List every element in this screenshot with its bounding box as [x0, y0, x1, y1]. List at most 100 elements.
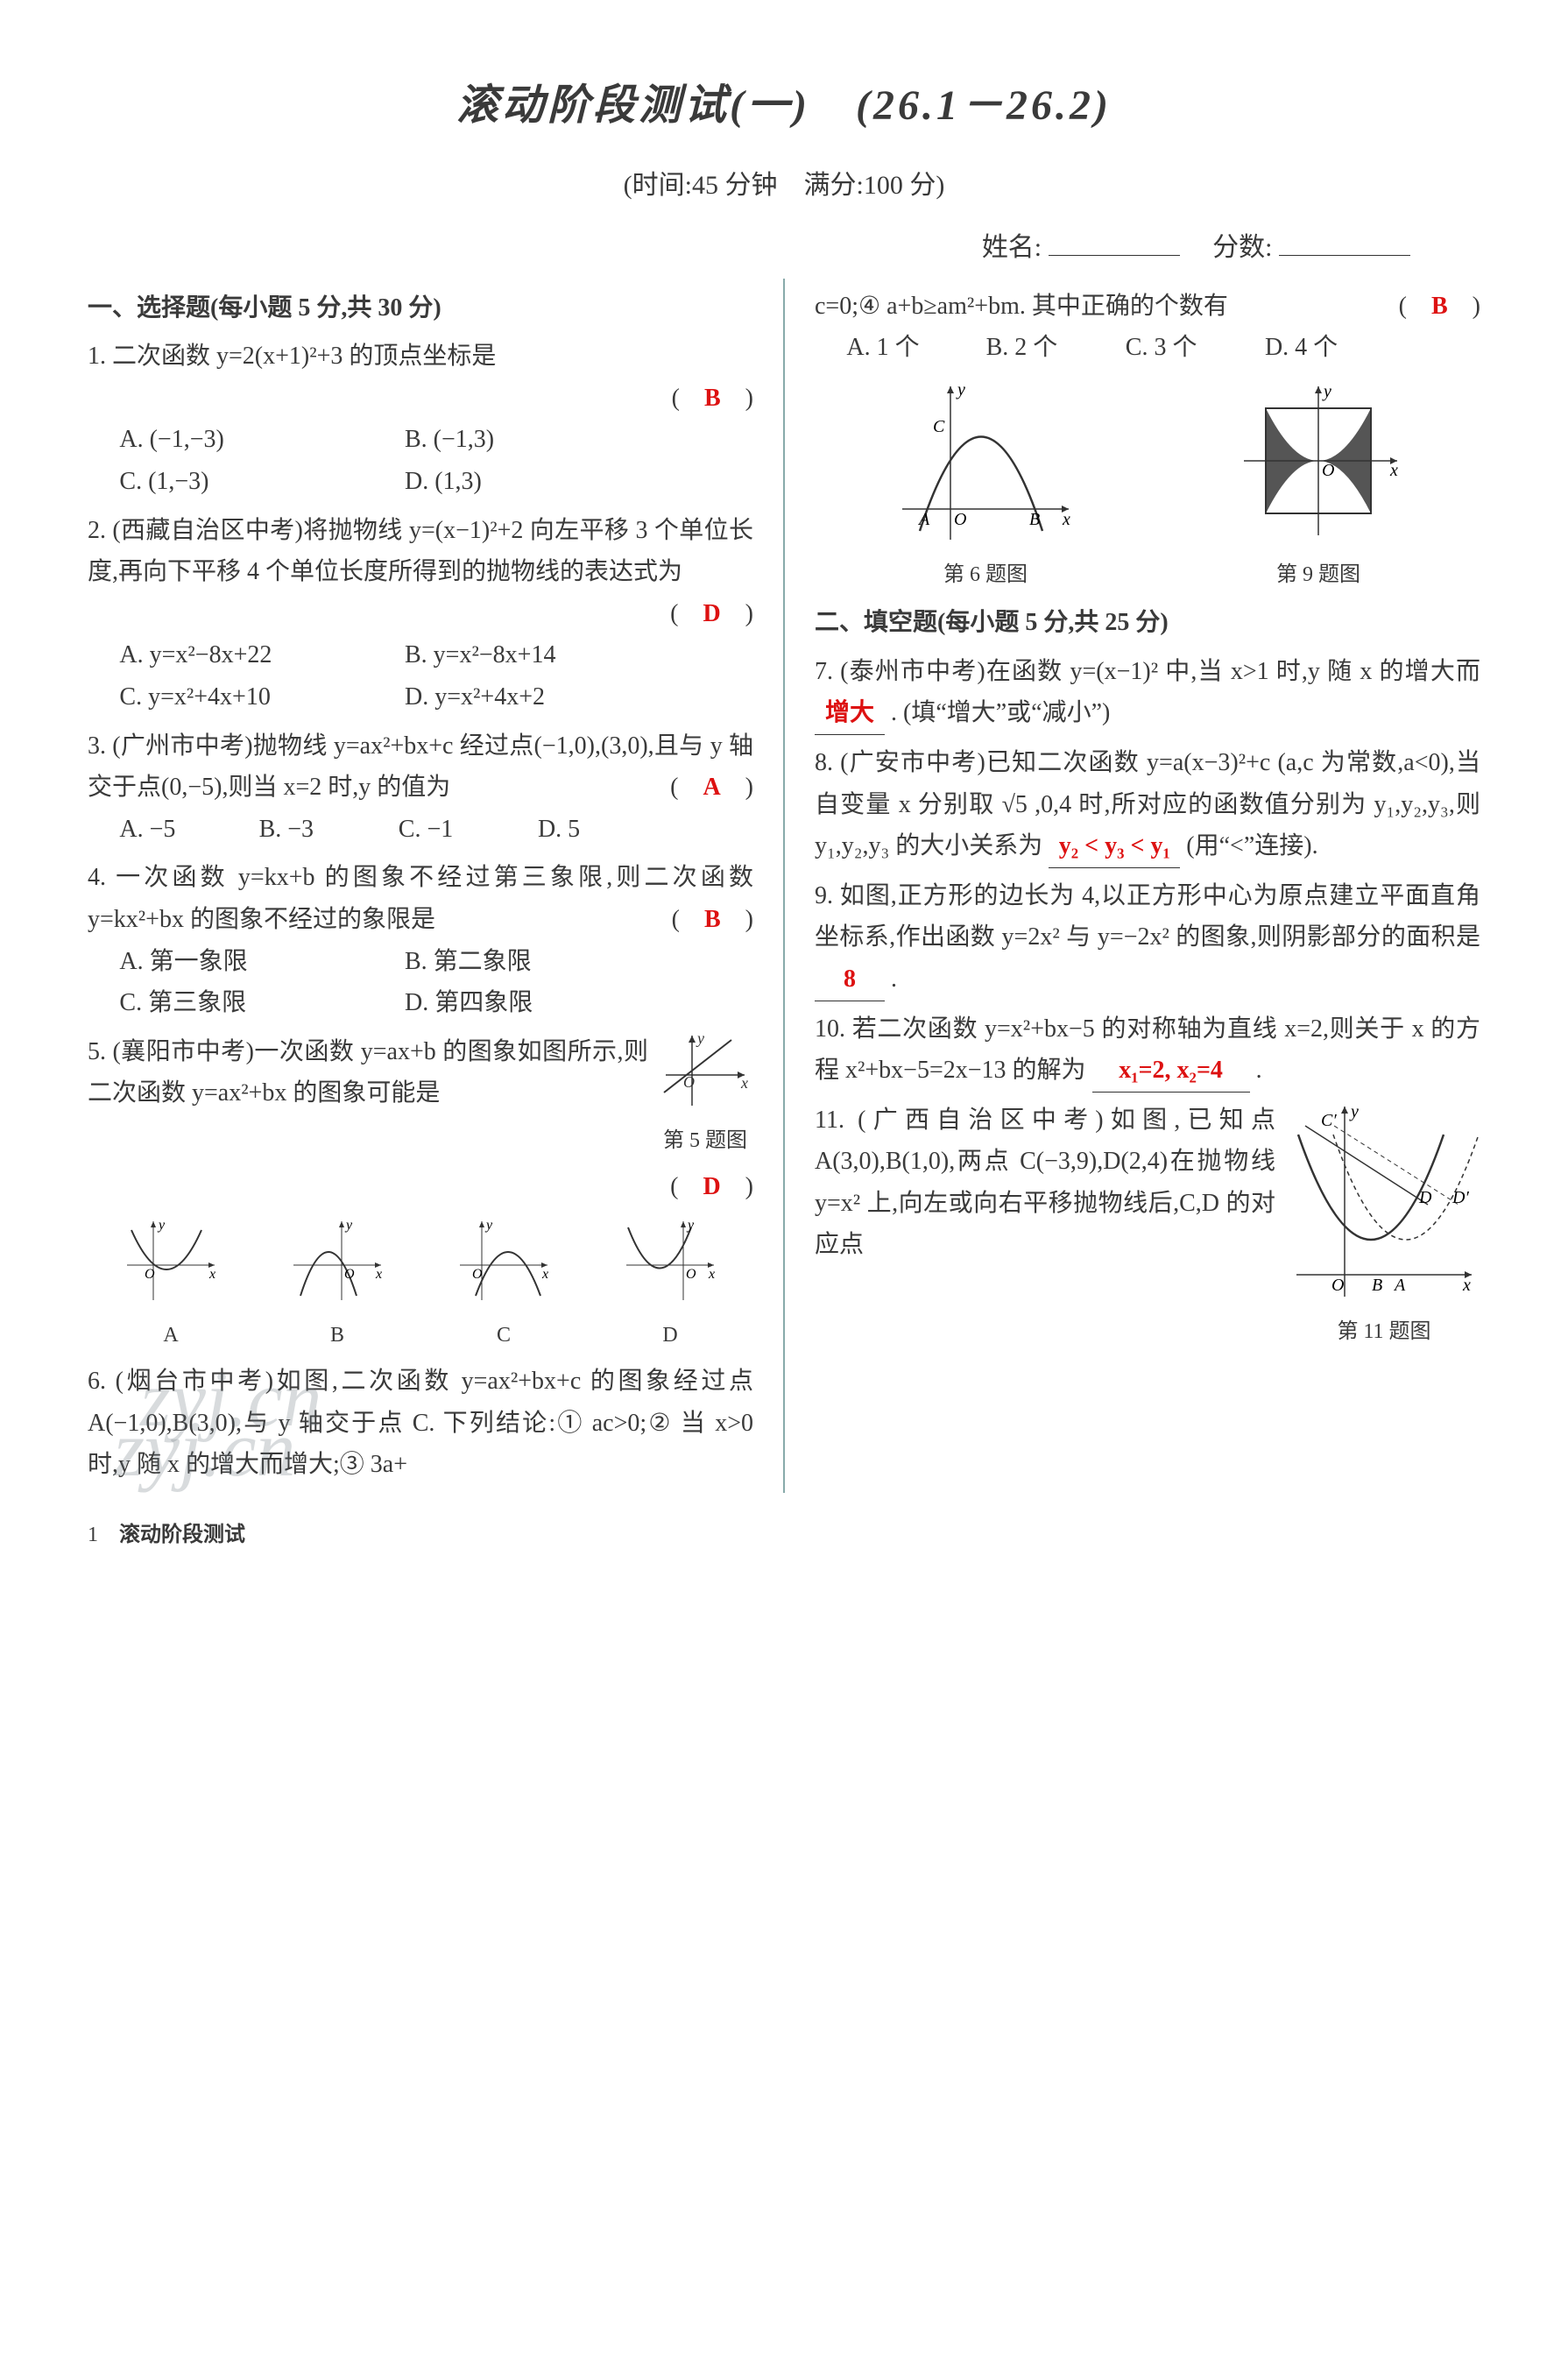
time-info: (时间:45 分钟 满分:100 分)	[88, 163, 1480, 208]
q6-opt-d: D. 4 个	[1265, 327, 1404, 369]
svg-text:y: y	[1349, 1102, 1359, 1121]
q7-text-b: . (填“增大”或“减小”)	[891, 699, 1110, 726]
page-number: 1	[88, 1524, 98, 1546]
svg-text:O: O	[1322, 461, 1334, 480]
q6-text: 6. (烟台市中考)如图,二次函数 y=ax²+bx+c 的图象经过点 A(−1…	[88, 1368, 753, 1478]
column-divider	[783, 279, 785, 1493]
q1-opt-c: C. (1,−3)	[119, 461, 405, 503]
title-block: 滚动阶段测试(一) (26.1－26.2) (时间:45 分钟 满分:100 分…	[88, 70, 1480, 208]
svg-text:O: O	[344, 1267, 355, 1282]
q7-text-a: 7. (泰州市中考)在函数 y=(x−1)² 中,当 x>1 时,y 随 x 的…	[815, 658, 1480, 685]
q2-opt-d: D. y=x²+4x+2	[405, 676, 690, 718]
q10-text-b: .	[1256, 1057, 1262, 1084]
svg-text:A: A	[1393, 1276, 1406, 1295]
q2-opt-a: A. y=x²−8x+22	[119, 634, 405, 676]
q5-graph-c: O x y	[451, 1217, 556, 1305]
q3-opt-c: C. −1	[399, 809, 538, 851]
q8-text-b: (用“<”连接).	[1186, 832, 1317, 859]
q2-text: 2. (西藏自治区中考)将抛物线 y=(x−1)²+2 向左平移 3 个单位长度…	[88, 517, 753, 586]
section-1-heading: 一、选择题(每小题 5 分,共 30 分)	[88, 287, 753, 329]
svg-text:x: x	[208, 1267, 215, 1282]
right-column: c=0;④ a+b≥am²+bm. 其中正确的个数有 ( B ) A. 1 个 …	[815, 279, 1480, 1493]
q11-caption: 第 11 题图	[1288, 1314, 1480, 1350]
q6-opt-a: A. 1 个	[846, 327, 985, 369]
q6-opt-c: C. 3 个	[1126, 327, 1265, 369]
question-4: 4. 一次函数 y=kx+b 的图象不经过第三象限,则二次函数 y=kx²+bx…	[88, 857, 753, 1023]
q3-opt-b: B. −3	[259, 809, 399, 851]
question-6: 6. (烟台市中考)如图,二次函数 y=ax²+bx+c 的图象经过点 A(−1…	[88, 1361, 753, 1486]
two-column-layout: 一、选择题(每小题 5 分,共 30 分) 1. 二次函数 y=2(x+1)²+…	[88, 279, 1480, 1493]
score-blank[interactable]	[1279, 227, 1410, 256]
q6-caption: 第 6 题图	[889, 557, 1082, 593]
question-1: 1. 二次函数 y=2(x+1)²+3 的顶点坐标是 ( B ) A. (−1,…	[88, 336, 753, 502]
svg-text:O: O	[686, 1267, 696, 1282]
question-5-answer-row: ( D )	[88, 1166, 753, 1208]
q4-opt-a: A. 第一象限	[119, 941, 405, 983]
svg-text:D: D	[1418, 1188, 1432, 1207]
name-score-row: 姓名: 分数:	[88, 225, 1480, 270]
svg-text:O: O	[145, 1267, 155, 1282]
q6-answer: B	[1431, 293, 1448, 320]
question-9: 9. 如图,正方形的边长为 4,以正方形中心为原点建立平面直角坐标系,作出函数 …	[815, 875, 1480, 1001]
svg-text:y: y	[686, 1218, 695, 1233]
q1-text: 1. 二次函数 y=2(x+1)²+3 的顶点坐标是	[88, 343, 496, 370]
q1-opt-d: D. (1,3)	[405, 461, 690, 503]
svg-text:x: x	[1462, 1276, 1471, 1295]
svg-text:D′: D′	[1451, 1188, 1469, 1207]
svg-text:y: y	[157, 1218, 166, 1233]
name-label: 姓名:	[982, 233, 1042, 262]
q5-lab-a: A	[118, 1318, 223, 1354]
q6-q9-figures: A O B C x y 第 6 题图	[815, 378, 1480, 593]
q5-graph-a: O x y	[118, 1217, 223, 1305]
q9-text-b: .	[891, 965, 897, 993]
q9-graph: O x y	[1231, 378, 1406, 544]
q5-lab-d: D	[618, 1318, 723, 1354]
q5-graph-d: O x y	[618, 1217, 723, 1305]
q5-option-graphs: O x y A O x y B	[88, 1217, 753, 1354]
q2-opt-b: B. y=x²−8x+14	[405, 634, 690, 676]
q5-graph-b: O x y	[285, 1217, 390, 1305]
q8-answer[interactable]: y₂ < y₃ < y₁	[1049, 825, 1180, 868]
question-7: 7. (泰州市中考)在函数 y=(x−1)² 中,当 x>1 时,y 随 x 的…	[815, 651, 1480, 735]
q9-caption: 第 9 题图	[1231, 557, 1406, 593]
question-8: 8. (广安市中考)已知二次函数 y=a(x−3)²+c (a,c 为常数,a<…	[815, 742, 1480, 868]
q3-opt-d: D. 5	[538, 809, 677, 851]
left-column: 一、选择题(每小题 5 分,共 30 分) 1. 二次函数 y=2(x+1)²+…	[88, 279, 753, 1493]
question-5: 5. (襄阳市中考)一次函数 y=ax+b 的图象如图所示,则二次函数 y=ax…	[88, 1031, 753, 1159]
q5-text: 5. (襄阳市中考)一次函数 y=ax+b 的图象如图所示,则二次函数 y=ax…	[88, 1038, 648, 1107]
q10-answer[interactable]: x₁=2, x₂=4	[1092, 1050, 1250, 1093]
q5-line-graph: O x y	[657, 1031, 753, 1110]
q9-answer[interactable]: 8	[815, 958, 885, 1001]
q1-answer: B	[704, 385, 721, 412]
svg-text:x: x	[740, 1074, 748, 1092]
svg-text:A: A	[917, 510, 930, 529]
svg-text:y: y	[956, 380, 965, 400]
q4-opt-d: D. 第四象限	[405, 982, 690, 1024]
page-footer: 1 滚动阶段测试	[88, 1517, 1480, 1553]
section-2-heading: 二、填空题(每小题 5 分,共 25 分)	[815, 602, 1480, 644]
main-title: 滚动阶段测试(一) (26.1－26.2)	[88, 70, 1480, 142]
svg-text:x: x	[708, 1267, 715, 1282]
question-6-cont: c=0;④ a+b≥am²+bm. 其中正确的个数有 ( B ) A. 1 个 …	[815, 286, 1480, 369]
svg-text:O: O	[683, 1073, 695, 1091]
q11-graph: C′ D D′ O B A x y	[1288, 1100, 1480, 1301]
q5-lab-b: B	[285, 1318, 390, 1354]
q3-answer: A	[703, 774, 720, 801]
q2-opt-c: C. y=x²+4x+10	[119, 676, 405, 718]
svg-text:O: O	[954, 510, 966, 529]
q3-opt-a: A. −5	[119, 809, 258, 851]
q4-opt-b: B. 第二象限	[405, 941, 690, 983]
name-blank[interactable]	[1049, 227, 1180, 256]
svg-text:x: x	[541, 1267, 548, 1282]
svg-text:x: x	[1389, 461, 1398, 480]
svg-text:y: y	[696, 1031, 704, 1047]
q1-opt-a: A. (−1,−3)	[119, 419, 405, 461]
svg-text:x: x	[1062, 510, 1070, 529]
svg-text:y: y	[344, 1218, 353, 1233]
footer-label: 滚动阶段测试	[119, 1524, 245, 1546]
q7-answer[interactable]: 增大	[815, 692, 885, 735]
q6-opt-b: B. 2 个	[986, 327, 1126, 369]
question-11: 11. (广西自治区中考)如图,已知点 A(3,0),B(1,0),两点 C(−…	[815, 1100, 1480, 1350]
q4-text: 4. 一次函数 y=kx+b 的图象不经过第三象限,则二次函数 y=kx²+bx…	[88, 864, 753, 933]
score-label: 分数:	[1212, 233, 1272, 262]
